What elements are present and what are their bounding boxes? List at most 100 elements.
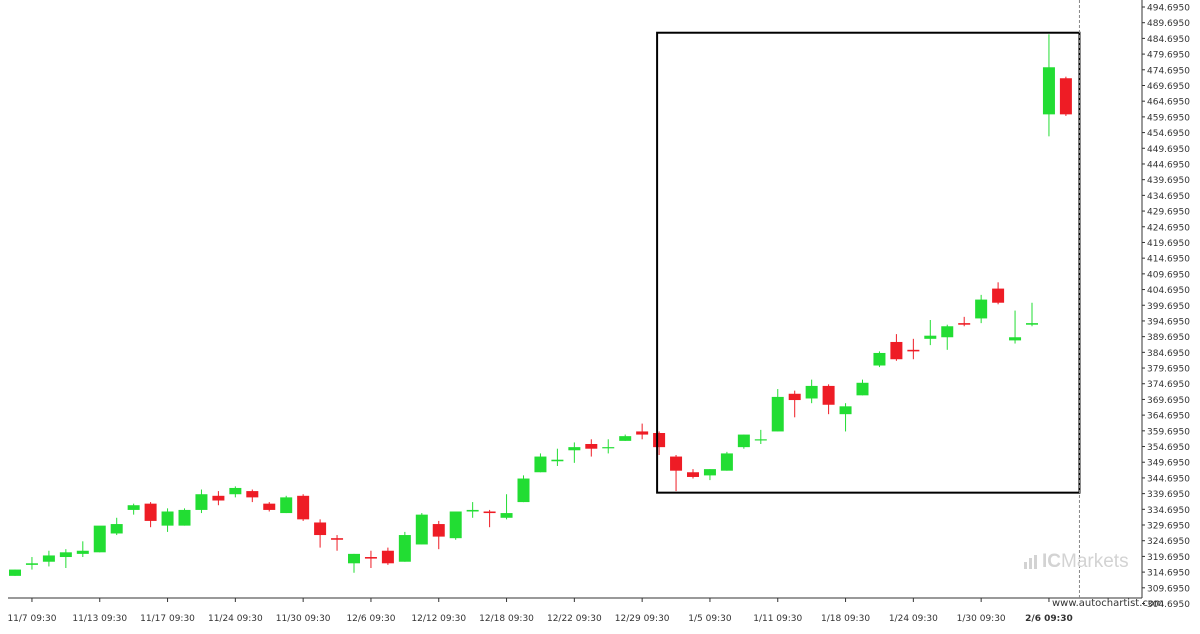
y-tick-label: 494.6950 [1147,4,1190,14]
candle-up [415,514,428,545]
candle-down [585,443,598,449]
y-tick-label: 424.6950 [1147,223,1190,233]
y-tick-label: 469.6950 [1147,82,1190,92]
candle-down [958,323,971,325]
candle-up [551,459,564,462]
candle-up [42,555,55,562]
y-tick-label: 439.6950 [1147,176,1190,186]
candle-up [25,563,38,565]
candle-down [890,341,903,360]
y-tick-label: 374.6950 [1147,380,1190,390]
y-tick-label: 304.6950 [1147,600,1190,610]
candle-down [1059,78,1072,115]
y-tick-label: 339.6950 [1147,490,1190,500]
candle-up [839,406,852,415]
x-tick-label: 1/30 09:30 [957,614,1006,624]
candle-down [331,538,344,540]
y-tick-label: 449.6950 [1147,145,1190,155]
candle-down [432,524,445,537]
candle-up [59,552,72,558]
candle-down [246,491,259,498]
site-url: www.autochartist.com [1052,598,1164,609]
y-tick-label: 414.6950 [1147,255,1190,265]
x-tick-label: 11/30 09:30 [276,614,331,624]
candle-up [720,453,733,471]
candle-up [619,436,632,441]
y-tick-label: 399.6950 [1147,302,1190,312]
candle-up [1026,323,1038,325]
candle-up [229,487,242,495]
candle-up [178,509,191,526]
candle-down [297,495,310,520]
candle-down [636,431,649,435]
y-tick-label: 389.6950 [1147,333,1190,343]
y-tick-label: 384.6950 [1147,349,1190,359]
candle-down [653,433,666,448]
candle-up [1042,67,1055,115]
candle-up [195,494,208,510]
y-tick-label: 354.6950 [1147,443,1190,453]
x-tick-label: 11/7 09:30 [7,614,56,624]
x-tick-label: 12/29 09:30 [615,614,670,624]
y-tick-label: 434.6950 [1147,192,1190,202]
candle-up [348,553,360,564]
candle-down [822,385,835,405]
y-tick-label: 369.6950 [1147,396,1190,406]
x-tick-label: 12/6 09:30 [346,614,395,624]
candle-up [93,525,106,553]
candle-up [568,447,581,451]
candle-up [602,447,615,449]
candle-down [263,503,276,510]
y-tick-label: 464.6950 [1147,98,1190,108]
candle-up [771,396,784,432]
candle-up [873,352,886,366]
x-tick-label: 11/24 09:30 [208,614,263,624]
candle-down [670,456,683,471]
y-tick-label: 404.6950 [1147,286,1190,296]
candle-down [907,349,920,352]
x-tick-label: 12/12 09:30 [411,614,466,624]
candle-down [788,393,801,401]
candle-up [9,569,21,576]
candle-down [381,550,394,564]
y-tick-label: 329.6950 [1147,522,1190,532]
candle-down [212,495,225,501]
candle-down [687,472,699,477]
candle-up [737,434,750,448]
y-tick-label: 309.6950 [1147,584,1190,594]
y-tick-label: 444.6950 [1147,160,1190,170]
y-tick-label: 344.6950 [1147,474,1190,484]
candle-down [144,503,157,521]
candle-up [534,456,547,473]
candle-up [856,382,869,396]
candle-up [517,478,530,503]
x-tick-label: 11/17 09:30 [140,614,195,624]
candle-up [941,326,954,338]
x-tick-label: 11/13 09:30 [72,614,127,624]
y-tick-label: 454.6950 [1147,129,1190,139]
candle-down [992,288,1005,303]
y-tick-label: 419.6950 [1147,239,1190,249]
y-tick-label: 314.6950 [1147,569,1190,579]
y-tick-label: 484.6950 [1147,35,1190,45]
y-tick-label: 334.6950 [1147,506,1190,516]
candle-down [364,557,377,559]
candle-up [110,524,123,534]
candle-down [483,511,496,514]
y-tick-label: 349.6950 [1147,459,1190,469]
x-tick-label: 1/5 09:30 [688,614,732,624]
candle-up [161,511,174,526]
y-tick-label: 394.6950 [1147,317,1190,327]
x-tick-label: 1/18 09:30 [821,614,870,624]
x-tick-label: 2/6 09:30 [1025,614,1073,624]
candle-up [924,335,937,339]
y-tick-label: 429.6950 [1147,208,1190,218]
y-tick-label: 474.6950 [1147,66,1190,76]
y-tick-label: 479.6950 [1147,51,1190,61]
y-tick-label: 364.6950 [1147,412,1190,422]
watermark-brand-ic: IC [1042,551,1061,572]
y-tick-label: 319.6950 [1147,553,1190,563]
y-tick-label: 459.6950 [1147,113,1190,123]
y-tick-label: 409.6950 [1147,270,1190,280]
